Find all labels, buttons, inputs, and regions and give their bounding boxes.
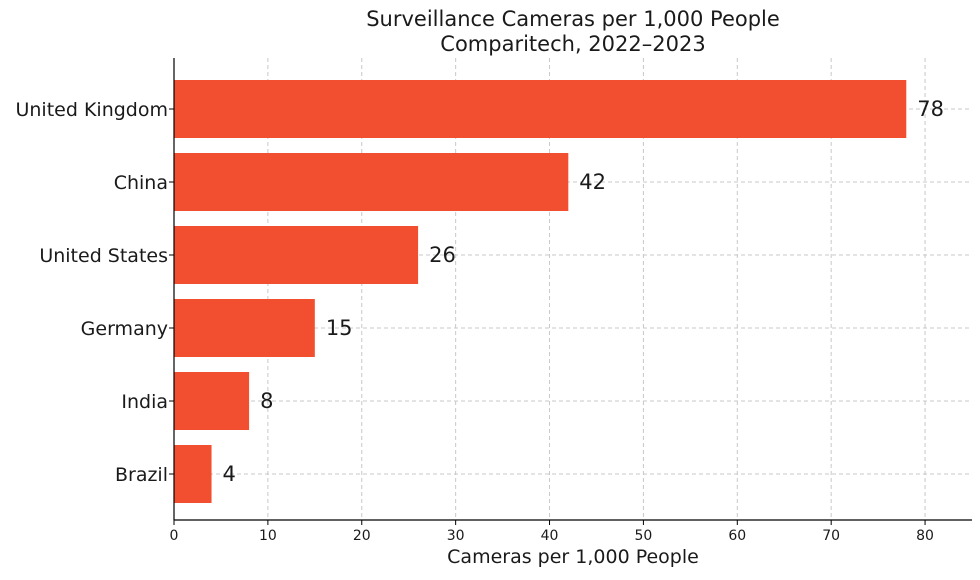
category-label: Germany: [81, 318, 168, 340]
x-tick-label: 30: [447, 528, 465, 544]
x-tick-label: 20: [353, 528, 371, 544]
chart-title: Surveillance Cameras per 1,000 People: [366, 7, 780, 31]
bar: [174, 80, 907, 138]
bar: [174, 445, 212, 503]
x-tick-label: 60: [728, 528, 746, 544]
axes: [169, 58, 972, 525]
labels: 78 42 26 15 8 4 United Kingdom China United Stat…: [15, 97, 944, 544]
x-tick-label: 70: [822, 528, 840, 544]
x-tick-label: 10: [259, 528, 277, 544]
chart-subtitle: Comparitech, 2022–2023: [440, 32, 705, 56]
x-tick-label: 50: [634, 528, 652, 544]
category-label: China: [114, 172, 168, 194]
bars: [174, 80, 907, 503]
bar-value-label: 42: [579, 170, 606, 194]
bar: [174, 372, 250, 430]
category-label: India: [121, 391, 168, 413]
x-tick-label: 80: [916, 528, 934, 544]
x-axis-title: Cameras per 1,000 People: [447, 546, 699, 568]
category-label: United States: [39, 245, 168, 267]
x-tick-label: 40: [541, 528, 559, 544]
x-tick-label: 0: [170, 528, 179, 544]
bar: [174, 226, 419, 284]
bar-value-label: 4: [223, 462, 236, 486]
bar-value-label: 78: [917, 97, 944, 121]
bar-value-label: 26: [429, 243, 456, 267]
category-label: United Kingdom: [15, 99, 168, 121]
category-label: Brazil: [115, 464, 168, 486]
bar: [174, 299, 315, 357]
bar-value-label: 15: [326, 316, 353, 340]
bar-value-label: 8: [260, 389, 273, 413]
bar: [174, 153, 569, 211]
